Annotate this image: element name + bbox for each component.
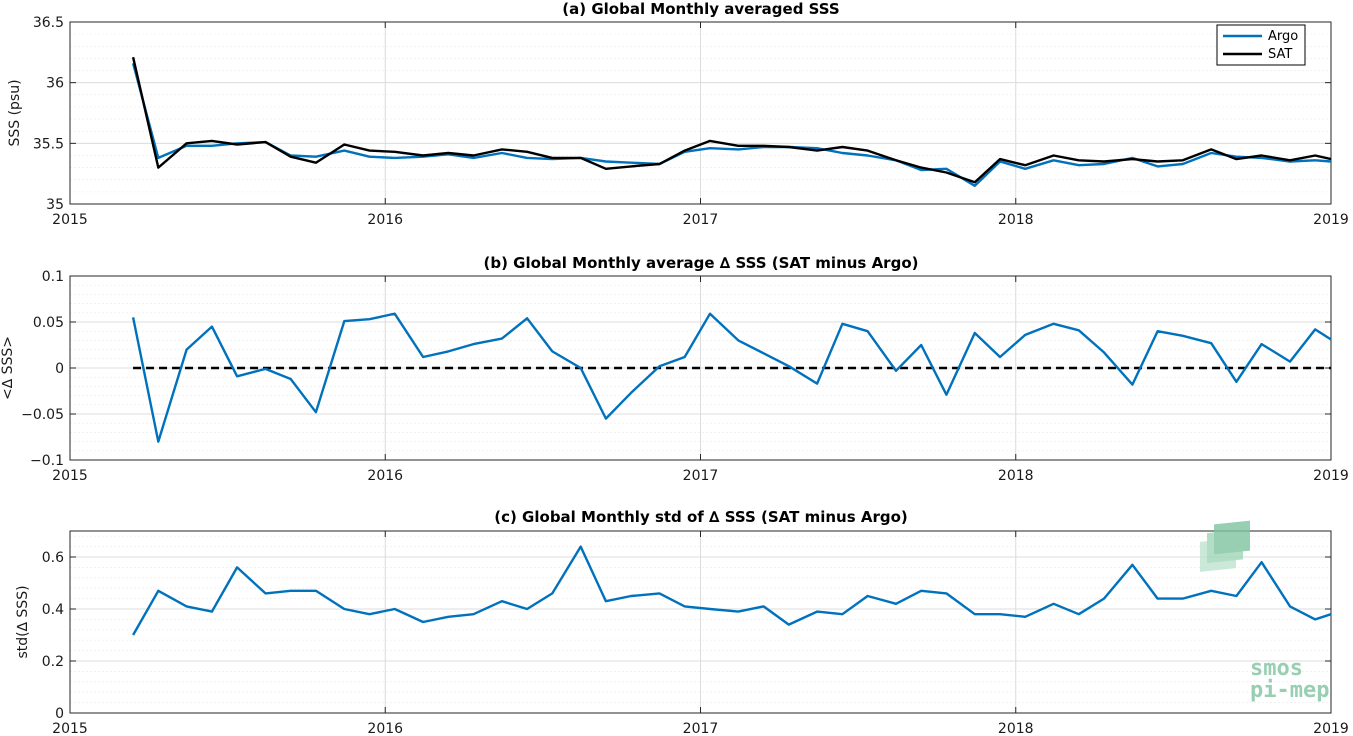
legend: Argo SAT	[1216, 24, 1306, 66]
panel-b-ytick-label: −0.1	[30, 453, 64, 469]
smos-pi-mep-logo: smos pi-mep	[1200, 520, 1329, 703]
panel-c-ytick-label: 0.4	[42, 602, 64, 618]
panel-b-xtick-label: 2016	[367, 468, 403, 484]
logo-graphic-icon	[1200, 520, 1250, 572]
panel-a-ytick-label: 35.5	[33, 136, 64, 152]
panel-c-xtick-label: 2019	[1313, 721, 1349, 736]
panel-b-ytick-label: 0.1	[42, 269, 64, 285]
panel-a-xtick-label: 2016	[367, 212, 403, 228]
panel-a-ytick-label: 35	[46, 197, 64, 213]
legend-argo-label: Argo	[1268, 29, 1298, 44]
panel-c-xtick-label: 2015	[52, 721, 88, 736]
panel-b-plot: −0.1 −0.05 0 0.05 0.1 2015 2016 2017 2018 2019	[21, 269, 1349, 484]
panel-b-ytick-label: 0	[55, 361, 64, 377]
panel-a-ylabel: SSS (psu)	[7, 79, 23, 146]
panel-c-xtick-label: 2017	[683, 721, 719, 736]
panel-b-series-line	[131, 312, 1332, 443]
panel-a-ytick-label: 36.5	[33, 15, 64, 31]
panel-a-xtick-label: 2018	[998, 212, 1034, 228]
panel-a-xtick-label: 2017	[683, 212, 719, 228]
panel-a-xtick-label: 2015	[52, 212, 88, 228]
panel-c-ytick-label: 0	[55, 706, 64, 722]
legend-box	[1216, 24, 1306, 66]
panel-b-xtick-label: 2018	[998, 468, 1034, 484]
panel-b-ytick-label: 0.05	[33, 315, 64, 331]
panel-b-ytick-label: −0.05	[21, 407, 64, 423]
panel-a-title: (a) Global Monthly averaged SSS	[562, 0, 839, 18]
legend-sat-label: SAT	[1268, 47, 1292, 62]
panel-b: (b) Global Monthly average ∆ SSS (SAT mi…	[0, 254, 1349, 484]
panel-b-xtick-label: 2015	[52, 468, 88, 484]
panel-c-xtick-label: 2016	[367, 721, 403, 736]
panel-b-ylabel: <∆ SSS>	[0, 336, 16, 400]
panel-c: (c) Global Monthly std of ∆ SSS (SAT min…	[15, 508, 1349, 736]
panel-b-xtick-label: 2017	[683, 468, 719, 484]
panel-b-title: (b) Global Monthly average ∆ SSS (SAT mi…	[484, 254, 919, 272]
panel-c-ytick-label: 0.2	[42, 654, 64, 670]
panel-c-xtick-label: 2018	[998, 721, 1034, 736]
panel-c-title: (c) Global Monthly std of ∆ SSS (SAT min…	[494, 508, 908, 526]
panel-a-xtick-label: 2019	[1313, 212, 1349, 228]
logo-line2: pi-mep	[1250, 678, 1329, 703]
logo-line1: smos	[1250, 656, 1303, 681]
panel-b-xtick-label: 2019	[1313, 468, 1349, 484]
panel-a-plot: 35 35.5 36 36.5 2015 2016 2017 2018 2019	[33, 15, 1349, 228]
panel-a-ytick-label: 36	[46, 76, 64, 92]
panel-c-plot: 0 0.2 0.4 0.6 2015 2016 2017 2018 2019	[42, 530, 1349, 736]
panel-c-ytick-label: 0.6	[42, 550, 64, 566]
panel-c-ylabel: std(∆ SSS)	[15, 585, 31, 658]
panel-c-series-line	[132, 545, 1332, 636]
series-sat-line	[131, 56, 1332, 184]
panel-a: (a) Global Monthly averaged SSS 35 35.5 36…	[7, 0, 1349, 228]
